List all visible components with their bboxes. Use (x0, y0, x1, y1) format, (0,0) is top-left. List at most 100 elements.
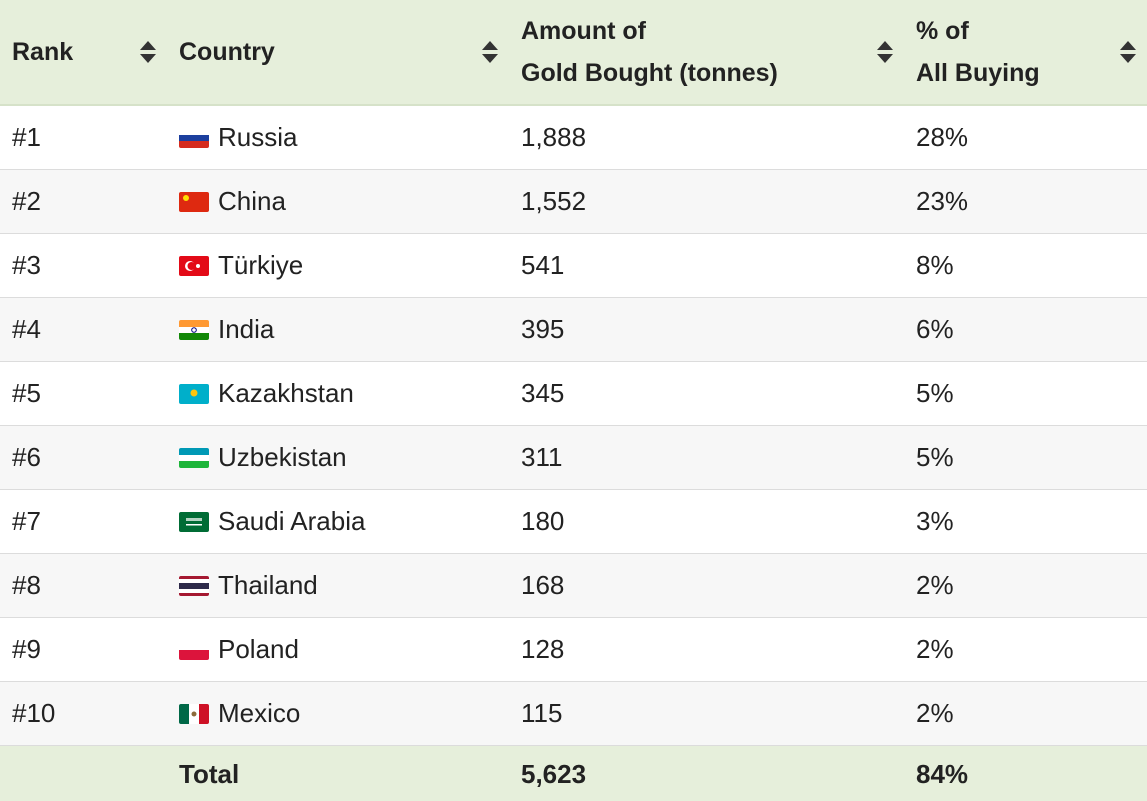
table-cell: Thailand (167, 553, 509, 618)
cell-text: #9 (12, 634, 41, 664)
cell-text: 2% (916, 634, 954, 664)
table-cell: 28% (904, 105, 1147, 170)
table-cell: 115 (509, 681, 904, 746)
header-text: Rank (12, 38, 74, 66)
table-cell: 2% (904, 553, 1147, 618)
cell-text: 8% (916, 250, 954, 280)
cell-text: 6% (916, 314, 954, 344)
table-row: #10 Mexico 115 2% (0, 681, 1147, 746)
cell-text: Türkiye (218, 250, 304, 280)
table-cell: 345 (509, 361, 904, 426)
cell-text: India (218, 314, 275, 344)
cell-text: Saudi Arabia (218, 506, 366, 536)
cell-text: 1,888 (521, 122, 587, 152)
cell-text: Mexico (218, 698, 301, 728)
table-cell: #3 (0, 233, 167, 298)
footer-cell: Total (167, 745, 509, 801)
table-row: #3 Türkiye 541 8% (0, 233, 1147, 298)
table-cell: Uzbekistan (167, 425, 509, 490)
flag (179, 192, 209, 212)
table-cell: #9 (0, 617, 167, 682)
table-cell: 5% (904, 425, 1147, 490)
column-header[interactable]: Rank (0, 0, 167, 106)
footer-cell (0, 745, 167, 801)
cell-text: #7 (12, 506, 41, 536)
cell-text: 311 (521, 442, 563, 472)
header-text: Gold Bought (tonnes) (521, 59, 778, 87)
cell-text: 128 (521, 634, 565, 664)
column-header[interactable]: Country (167, 0, 509, 106)
table-row: #6 Uzbekistan 311 5% (0, 425, 1147, 490)
header-text: % of (916, 17, 969, 45)
table-cell: China (167, 169, 509, 234)
cell-text: 345 (521, 378, 565, 408)
table-cell: 2% (904, 681, 1147, 746)
header-text: Amount of (521, 17, 646, 45)
table-cell: Mexico (167, 681, 509, 746)
table-cell: 1,552 (509, 169, 904, 234)
cell-text: 3% (916, 506, 954, 536)
sort-icon (482, 41, 498, 63)
cell-text: Poland (218, 634, 299, 664)
cell-text: Russia (218, 122, 298, 152)
table-cell: 3% (904, 489, 1147, 554)
footer-cell: 5,623 (509, 745, 904, 801)
table-row: #2 China 1,552 23% (0, 169, 1147, 234)
table-cell: Poland (167, 617, 509, 682)
sort-icon (140, 41, 156, 63)
cell-text: 2% (916, 698, 954, 728)
table-cell: Türkiye (167, 233, 509, 298)
table-cell: 168 (509, 553, 904, 618)
cell-text: 180 (521, 506, 565, 536)
table-row: #7 Saudi Arabia 180 3% (0, 489, 1147, 554)
header-text: Country (179, 38, 275, 66)
cell-text: #6 (12, 442, 41, 472)
cell-text: 395 (521, 314, 565, 344)
table-cell: #5 (0, 361, 167, 426)
table-cell: 395 (509, 297, 904, 362)
cell-text: Kazakhstan (218, 378, 354, 408)
flag (179, 640, 209, 660)
flag (179, 448, 209, 468)
table-cell: India (167, 297, 509, 362)
cell-text: 5% (916, 442, 954, 472)
cell-text: 23% (916, 186, 969, 216)
table-row: #5 Kazakhstan 345 5% (0, 361, 1147, 426)
flag (179, 576, 209, 596)
table-cell: #10 (0, 681, 167, 746)
sort-icon (877, 41, 893, 63)
cell-text: 541 (521, 250, 565, 280)
table-cell: 128 (509, 617, 904, 682)
cell-text: 28% (916, 122, 969, 152)
cell-text: Uzbekistan (218, 442, 347, 472)
table-cell: #8 (0, 553, 167, 618)
table-cell: 311 (509, 425, 904, 490)
flag (179, 320, 209, 340)
flag (179, 512, 209, 532)
table-cell: #7 (0, 489, 167, 554)
table-cell: 180 (509, 489, 904, 554)
cell-text: #1 (12, 122, 41, 152)
flag (179, 256, 209, 276)
table-cell: #4 (0, 297, 167, 362)
cell-text: 2% (916, 570, 954, 600)
table-cell: Saudi Arabia (167, 489, 509, 554)
flag (179, 128, 209, 148)
cell-text: #4 (12, 314, 41, 344)
table-cell: 6% (904, 297, 1147, 362)
cell-text: #3 (12, 250, 41, 280)
column-header[interactable]: % of All Buying (904, 0, 1147, 106)
table-cell: 1,888 (509, 105, 904, 170)
cell-text: Thailand (218, 570, 318, 600)
table-row: #4 India 395 6% (0, 297, 1147, 362)
table-cell: #2 (0, 169, 167, 234)
cell-text: #8 (12, 570, 41, 600)
cell-text: 1,552 (521, 186, 587, 216)
table-cell: 8% (904, 233, 1147, 298)
sort-icon (1120, 41, 1136, 63)
flag (179, 704, 209, 724)
column-header[interactable]: Amount of Gold Bought (tonnes) (509, 0, 904, 106)
cell-text: 5% (916, 378, 954, 408)
